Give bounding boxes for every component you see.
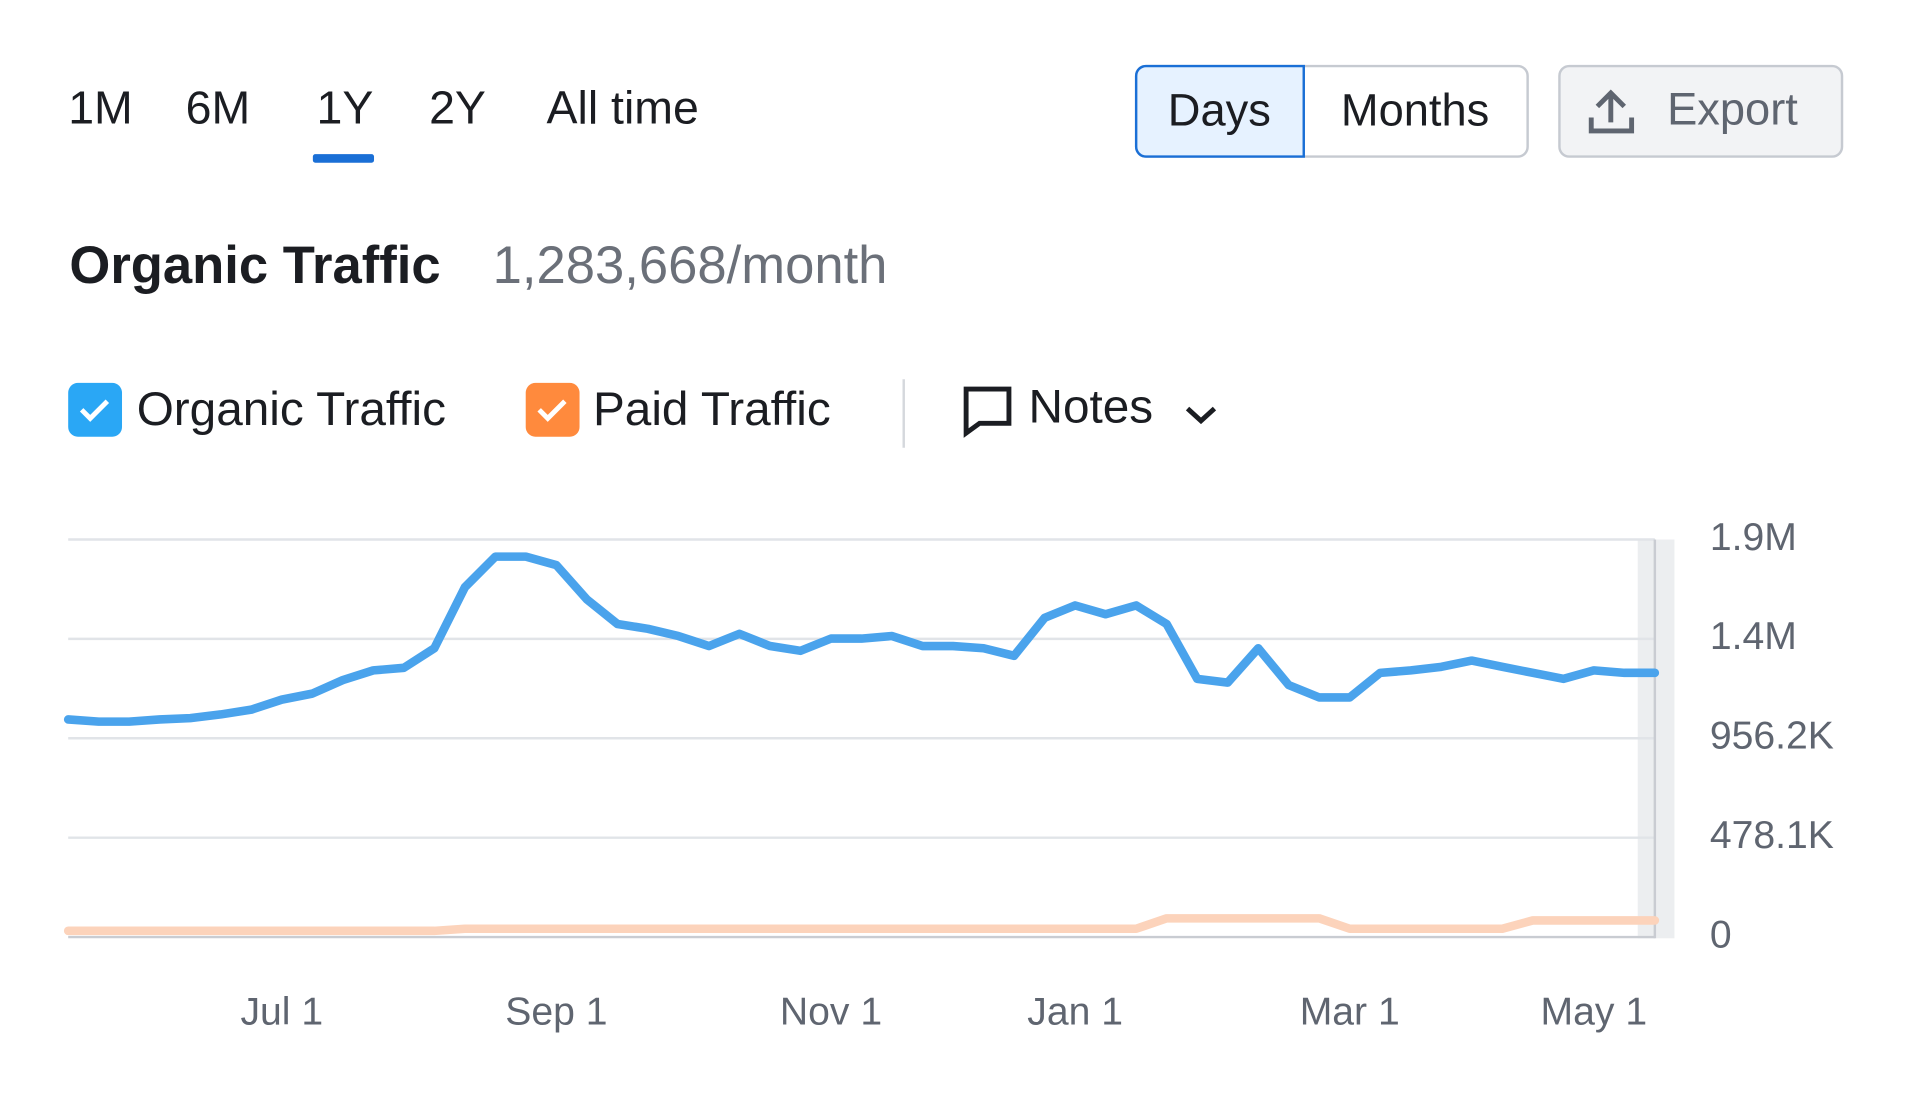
check [79,399,110,422]
toggle-selected [1134,64,1305,158]
x-tick-label: Jul 1 [240,990,323,1033]
x-tick-label: Mar 1 [1300,990,1400,1033]
organic-checkbox[interactable] [68,382,123,437]
y-tick-label: 956.2K [1710,715,1834,758]
export-button[interactable] [1558,64,1844,158]
x-tick-label: Sep 1 [505,990,607,1033]
notes-label[interactable]: Notes [1029,380,1154,433]
legend-label[interactable]: Paid Traffic [593,383,831,436]
range-tab[interactable]: All time [547,82,699,134]
series-line [63,914,1660,936]
x-tick-label: Nov 1 [780,990,882,1033]
toggle-days[interactable]: Days [1168,85,1271,136]
x-tick-label: Jan 1 [1027,990,1123,1033]
x-tick-label: May 1 [1541,990,1648,1033]
chevron [1185,406,1217,425]
range-tab[interactable]: 1M [68,82,133,134]
toggle-months[interactable]: Months [1341,85,1489,136]
title: Organic Traffic [69,236,440,295]
y-tick-label: 1.4M [1710,615,1797,658]
range-tab[interactable]: 2Y [429,82,486,134]
range-tab[interactable]: 6M [186,82,251,134]
y-tick-label: 478.1K [1710,814,1834,857]
paid-checkbox[interactable] [525,382,580,437]
legend-label[interactable]: Organic Traffic [137,383,446,436]
notes-icon [963,386,1012,438]
export-icon [1588,89,1635,134]
y-tick-label: 0 [1710,913,1732,956]
check [537,399,567,422]
y-tick-label: 1.9M [1710,516,1797,559]
export-label[interactable]: Export [1667,83,1798,134]
title-value: 1,283,668/month [493,236,888,295]
range-tab[interactable]: 1Y [317,82,374,134]
series-line [63,552,1660,726]
tab-underline [312,154,375,163]
